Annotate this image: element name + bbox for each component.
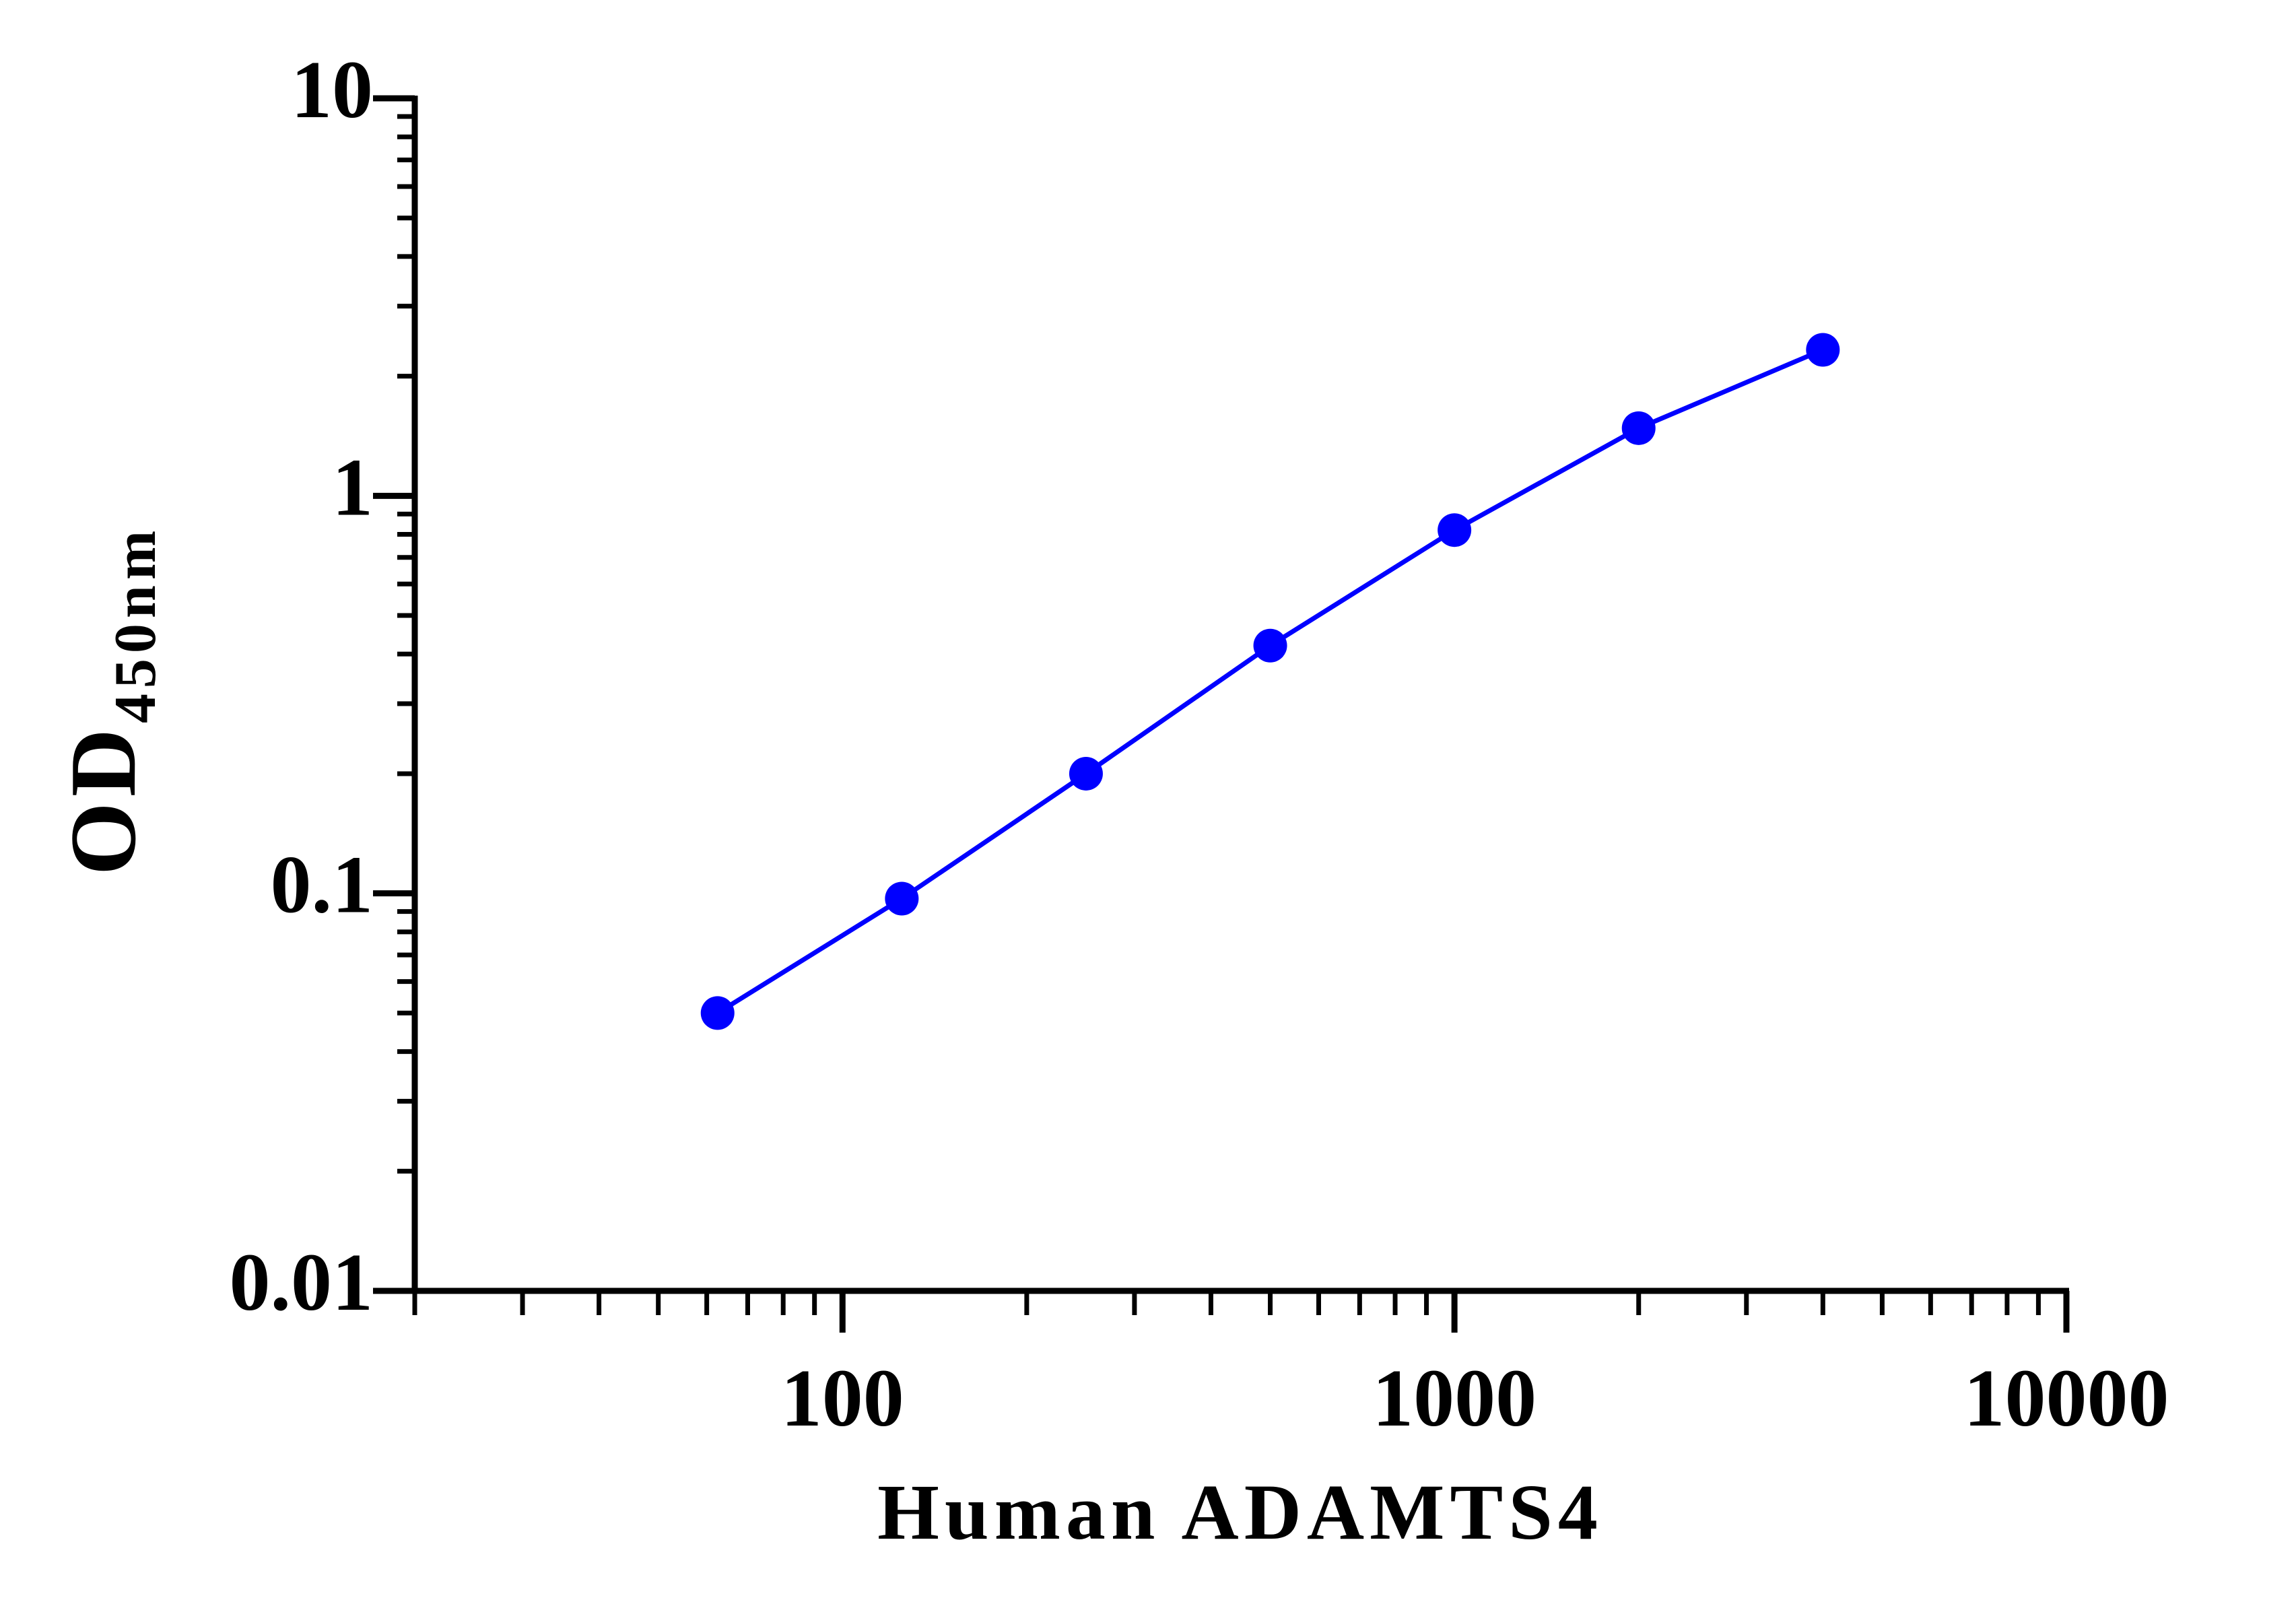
data-point [1253, 628, 1287, 663]
x-tick-label: 1000 [1372, 1353, 1537, 1444]
y-tick-label: 10 [291, 44, 373, 135]
data-point [700, 996, 735, 1030]
data-point [1069, 756, 1103, 791]
y-tick-label: 1 [332, 442, 373, 533]
data-point [1438, 513, 1472, 547]
y-axis-title-main: OD [51, 723, 156, 875]
data-point [1806, 333, 1840, 367]
x-axis-title: Human ADAMTS4 [877, 1468, 1603, 1556]
data-line [716, 347, 1824, 1015]
x-tick-label: 10000 [1964, 1353, 2169, 1444]
y-axis-title: OD450nm [51, 525, 168, 875]
data-point [885, 881, 919, 916]
y-tick-label: 0.01 [230, 1237, 374, 1328]
y-tick-label: 0.1 [271, 840, 374, 931]
x-tick-label: 100 [781, 1353, 904, 1444]
data-point [1621, 411, 1656, 445]
y-axis-title-subscript: 450nm [103, 525, 168, 723]
